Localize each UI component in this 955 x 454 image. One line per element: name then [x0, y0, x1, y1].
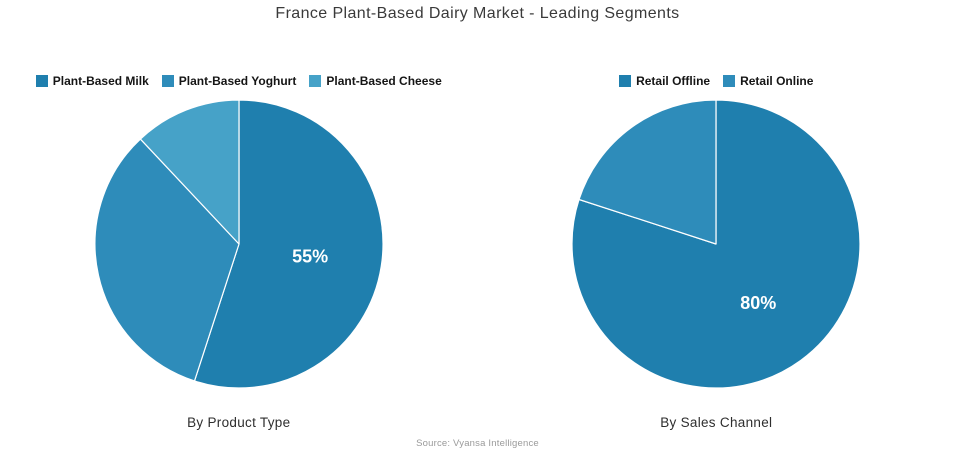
legend: Retail Offline Retail Online [619, 68, 813, 94]
panel-caption: By Sales Channel [660, 415, 773, 430]
legend-item-retail-offline: Retail Offline [619, 74, 710, 88]
page-title: France Plant-Based Dairy Market - Leadin… [275, 5, 680, 22]
legend-item-plant-based-yoghurt: Plant-Based Yoghurt [161, 74, 297, 88]
charts-row: Plant-Based Milk Plant-Based Yoghurt Plant… [0, 68, 955, 430]
chart-panel-product-type: Plant-Based Milk Plant-Based Yoghurt Plant… [0, 68, 478, 430]
legend-label: Plant-Based Yoghurt [178, 74, 297, 88]
legend-label: Plant-Based Cheese [326, 74, 442, 88]
legend-item-plant-based-milk: Plant-Based Milk [35, 74, 149, 88]
pie-chart-by-product-type: 55% [94, 99, 384, 389]
pie-chart-by-sales-channel: 80% [571, 99, 861, 389]
pie-slice-plant-based-milk [193, 99, 384, 389]
legend-label: Plant-Based Milk [52, 74, 149, 88]
panel-caption: By Product Type [187, 415, 291, 430]
legend-label: Retail Online [740, 74, 814, 88]
pie-slice-retail-online [578, 99, 717, 245]
legend-swatch-icon [161, 75, 174, 87]
source-note: Source: Vyansa Intelligence [416, 438, 539, 449]
chart-panel-sales-channel: Retail Offline Retail Online 80% By Sales… [478, 68, 955, 430]
legend-item-plant-based-cheese: Plant-Based Cheese [309, 74, 442, 88]
pie-slice-label: 55% [292, 246, 328, 266]
legend-swatch-icon [619, 75, 632, 87]
pie-slice-label: 80% [741, 293, 777, 313]
legend-item-retail-online: Retail Online [723, 74, 813, 88]
legend-swatch-icon [35, 75, 48, 87]
legend-swatch-icon [723, 75, 736, 87]
legend: Plant-Based Milk Plant-Based Yoghurt Plant… [35, 68, 442, 94]
pie-slice-plant-based-yoghurt [94, 138, 240, 382]
legend-swatch-icon [309, 75, 322, 87]
legend-label: Retail Offline [636, 74, 711, 88]
pie-slice-plant-based-cheese [139, 99, 240, 245]
